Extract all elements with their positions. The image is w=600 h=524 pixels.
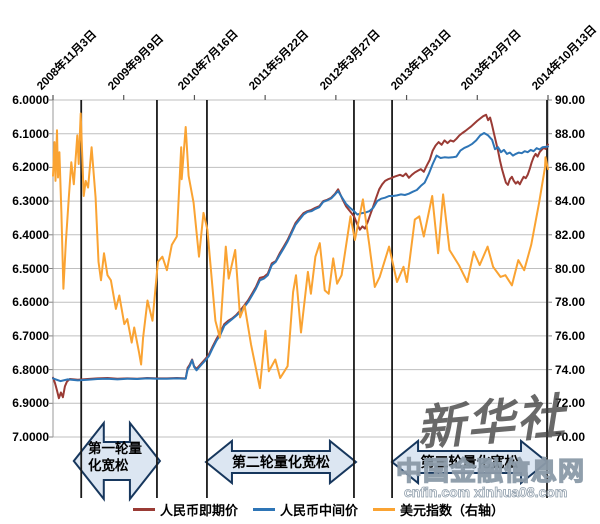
qe-arrow-label-1: 第一轮量 化宽松 <box>88 440 142 474</box>
legend-marker-usd-index <box>373 508 396 511</box>
y-axis-right-tick-label: 74.00 <box>555 362 586 377</box>
qe-arrow-shape-2 <box>204 438 358 486</box>
y-axis-left-tick-label: 6.7000 <box>12 328 49 343</box>
legend-item-usd-index: 美元指数（右轴） <box>373 500 504 519</box>
legend-item-rmb-central-parity: 人民币中间价 <box>253 500 358 519</box>
y-axis-left-tick-label: 6.0000 <box>12 93 49 107</box>
qe-arrow-label-2: 第二轮量化宽松 <box>231 454 330 470</box>
y-axis-left-tick-label: 6.5000 <box>12 261 49 276</box>
legend-label-rmb-spot: 人民币即期价 <box>160 503 239 518</box>
legend-item-rmb-spot: 人民币即期价 <box>133 500 238 519</box>
legend-label-rmb-central-parity: 人民币中间价 <box>280 503 359 518</box>
y-axis-left-tick-label: 6.8000 <box>12 362 49 377</box>
legend-marker-rmb-spot <box>133 508 155 511</box>
y-axis-right-tick-label: 80.00 <box>555 261 586 276</box>
qe-arrow-label-line: 化宽松 <box>88 458 129 473</box>
y-axis-left-tick-label: 7.0000 <box>12 430 49 444</box>
watermark-xinhua-agency: 新华社 <box>414 388 569 458</box>
y-axis-right-tick-label: 84.00 <box>555 194 586 209</box>
y-axis-left-tick-label: 6.6000 <box>12 295 49 310</box>
qe-arrow-label-3: 第三轮量化宽松 <box>420 454 519 470</box>
y-axis-left-tick-label: 6.1000 <box>12 126 49 141</box>
y-axis-left-tick-label: 6.3000 <box>12 194 49 209</box>
y-axis-right-tick-label: 86.00 <box>555 160 586 175</box>
watermark-site-name: 中国金融信息网 <box>395 455 586 486</box>
legend: 人民币即期价 人民币中间价 美元指数（右轴） <box>133 500 504 519</box>
y-axis-right-tick-label: 78.00 <box>555 295 586 310</box>
y-axis-right-tick-label: 82.00 <box>555 227 586 242</box>
y-axis-left-tick-label: 6.9000 <box>12 396 49 411</box>
y-axis-right-tick-label: 76.00 <box>555 328 586 343</box>
y-axis-right-tick-label: 90.00 <box>555 93 586 107</box>
y-axis-left-tick-label: 6.4000 <box>12 227 49 242</box>
y-axis-right-tick-label: 70.00 <box>555 430 586 444</box>
qe-arrow-shape-1 <box>72 420 162 502</box>
y-axis-right-tick-label: 88.00 <box>555 126 586 141</box>
rmb-central-parity-line <box>52 132 549 383</box>
legend-marker-rmb-central-parity <box>253 508 276 511</box>
y-axis-right-tick-label: 72.00 <box>555 396 586 411</box>
usd-index-line <box>52 112 549 390</box>
watermark-site-urls: cnfin.com xinhua08.com <box>404 484 568 501</box>
legend-label-usd-index: 美元指数（右轴） <box>400 503 505 518</box>
y-axis-left-tick-label: 6.2000 <box>12 160 49 175</box>
qe-arrow-label-line: 第一轮量 <box>88 441 142 456</box>
